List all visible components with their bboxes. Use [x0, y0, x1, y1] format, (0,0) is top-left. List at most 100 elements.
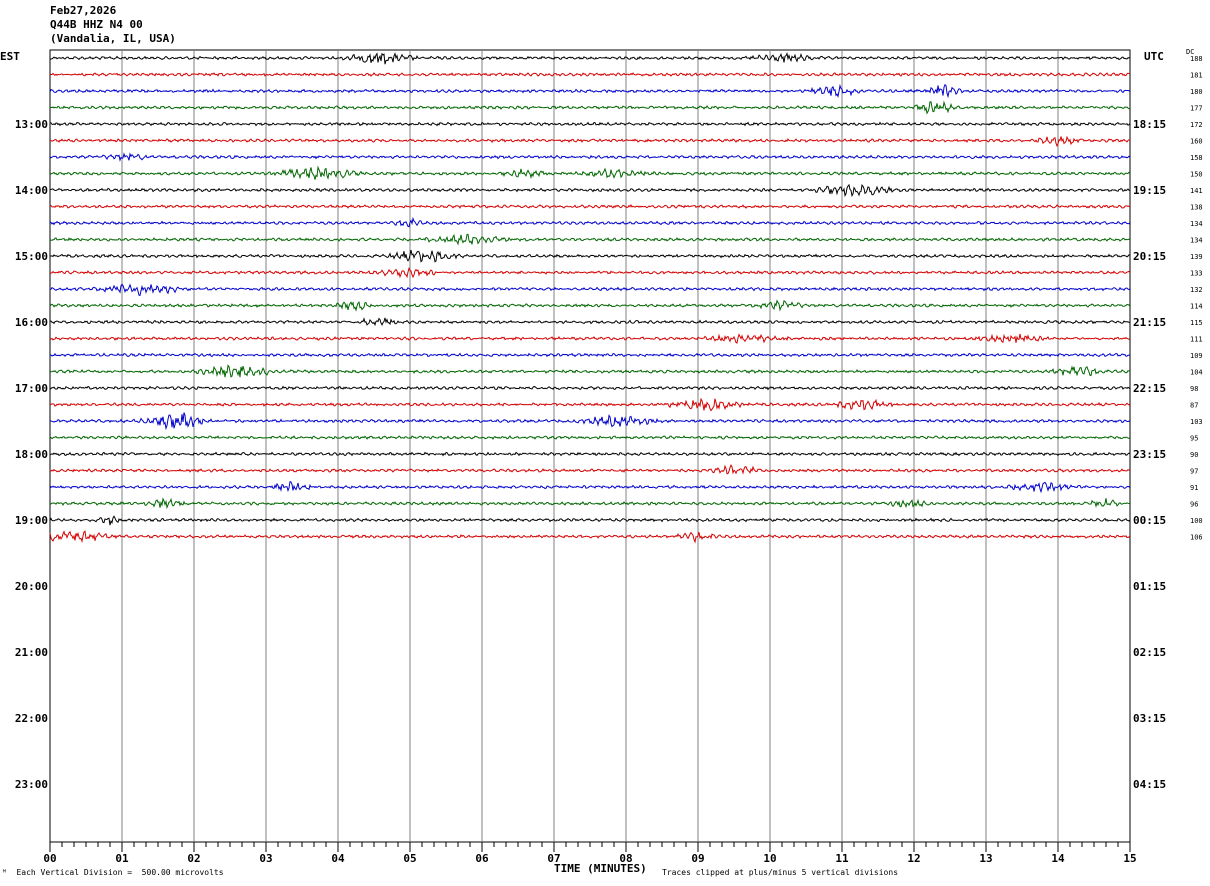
hour-label-est: 20:00: [15, 580, 48, 593]
seismic-trace: [49, 481, 1131, 494]
hour-label-est: 17:00: [15, 382, 48, 395]
plot-frame: [49, 49, 1131, 843]
seismic-trace: [49, 463, 1131, 475]
dc-offset-label: 100: [1190, 517, 1203, 525]
x-tick-label: 00: [43, 852, 56, 865]
dc-offset-label: 98: [1190, 385, 1198, 393]
hour-label-utc: 19:15: [1133, 184, 1166, 197]
x-tick-label: 09: [691, 852, 704, 865]
x-tick-label: 15: [1123, 852, 1136, 865]
hour-label-utc: 20:15: [1133, 250, 1166, 263]
dc-offset-label: 138: [1190, 204, 1203, 212]
dc-offset-label: 106: [1190, 534, 1203, 542]
seismic-trace: [49, 100, 1131, 115]
seismic-trace: [49, 183, 1131, 198]
dc-offset-label: 188: [1190, 55, 1203, 63]
dc-offset-label: 104: [1190, 369, 1203, 377]
dc-offset-label: 95: [1190, 435, 1198, 443]
location-label: (Vandalia, IL, USA): [50, 32, 176, 45]
dc-offset-label: 103: [1190, 418, 1203, 426]
x-tick-label: 05: [403, 852, 416, 865]
hour-label-utc: 01:15: [1133, 580, 1166, 593]
x-tick-label: 12: [907, 852, 920, 865]
dc-offset-label: 91: [1190, 484, 1198, 492]
dc-offset-label: 139: [1190, 253, 1203, 261]
dc-offset-label: 114: [1190, 303, 1203, 311]
dc-offset-label: 90: [1190, 451, 1198, 459]
seismic-trace: [49, 283, 1131, 297]
seismic-trace: [49, 233, 1131, 246]
dc-offset-label: 180: [1190, 88, 1203, 96]
hour-label-est: 13:00: [15, 118, 48, 131]
hour-label-est: 21:00: [15, 646, 48, 659]
hour-label-utc: 03:15: [1133, 712, 1166, 725]
dc-offset-label: 96: [1190, 501, 1198, 509]
seismic-trace: [49, 352, 1131, 358]
seismic-trace: [49, 152, 1131, 162]
hour-label-est: 23:00: [15, 778, 48, 791]
hour-label-utc: 18:15: [1133, 118, 1166, 131]
dc-offset-label: 150: [1190, 171, 1203, 179]
seismic-trace: [49, 317, 1131, 327]
dc-offset-label: 109: [1190, 352, 1203, 360]
x-tick-label: 03: [259, 852, 272, 865]
hour-label-est: 14:00: [15, 184, 48, 197]
x-tick-label: 14: [1051, 852, 1065, 865]
x-tick-label: 08: [619, 852, 632, 865]
dc-offset-label: 133: [1190, 270, 1203, 278]
seismic-trace: [49, 203, 1131, 209]
seismic-trace: [49, 83, 1131, 99]
dc-offset-label: 111: [1190, 336, 1203, 344]
dc-offset-label: 141: [1190, 187, 1203, 195]
x-tick-label: 04: [331, 852, 345, 865]
hour-label-utc: 22:15: [1133, 382, 1166, 395]
hour-label-utc: 23:15: [1133, 448, 1166, 461]
seismic-trace: [49, 216, 1131, 228]
dc-offset-label: 97: [1190, 468, 1198, 476]
x-tick-label: 01: [115, 852, 129, 865]
seismic-trace: [49, 412, 1131, 431]
dc-offset-label: 132: [1190, 286, 1203, 294]
dc-offset-label: 172: [1190, 121, 1203, 129]
hour-label-est: 18:00: [15, 448, 48, 461]
hour-label-est: 22:00: [15, 712, 48, 725]
seismic-trace: [49, 333, 1131, 344]
dc-offset-label: 134: [1190, 237, 1203, 245]
date-label: Feb27,2026: [50, 4, 117, 17]
dc-offset-label: 177: [1190, 105, 1203, 113]
x-tick-label: 02: [187, 852, 200, 865]
scale-note: ᴹ Each Vertical Division = 500.00 microv…: [2, 868, 224, 877]
dc-offset-label: 87: [1190, 402, 1198, 410]
seismic-trace: [49, 249, 1131, 263]
seismic-trace: [49, 385, 1131, 391]
station-label: Q44B HHZ N4 00: [50, 18, 143, 31]
seismic-trace: [49, 121, 1131, 127]
dc-offset-label: 115: [1190, 319, 1203, 327]
seismic-trace: [49, 397, 1131, 412]
dc-offset-label: 181: [1190, 72, 1203, 80]
seismic-trace: [49, 135, 1131, 148]
hour-label-est: 15:00: [15, 250, 48, 263]
seismic-trace: [49, 165, 1131, 180]
dc-offset-label: 158: [1190, 154, 1203, 162]
clip-note: Traces clipped at plus/minus 5 vertical …: [662, 868, 899, 877]
hour-label-utc: 02:15: [1133, 646, 1166, 659]
seismic-trace: [49, 435, 1131, 440]
seismic-trace: [49, 299, 1131, 312]
x-tick-label: 07: [547, 852, 560, 865]
x-axis-title: TIME (MINUTES): [554, 862, 647, 875]
seismic-trace: [49, 451, 1131, 457]
seismic-trace: [49, 364, 1131, 378]
x-tick-label: 10: [763, 852, 776, 865]
x-tick-label: 06: [475, 852, 489, 865]
dc-offset-label: 134: [1190, 220, 1203, 228]
left-timezone-label: EST: [0, 50, 20, 63]
seismic-trace: [49, 72, 1131, 77]
hour-label-utc: 00:15: [1133, 514, 1166, 527]
seismic-trace: [49, 515, 1131, 526]
hour-label-est: 16:00: [15, 316, 48, 329]
seismic-trace: [49, 51, 1131, 65]
right-timezone-label: UTC: [1144, 50, 1164, 63]
x-tick-label: 11: [835, 852, 849, 865]
